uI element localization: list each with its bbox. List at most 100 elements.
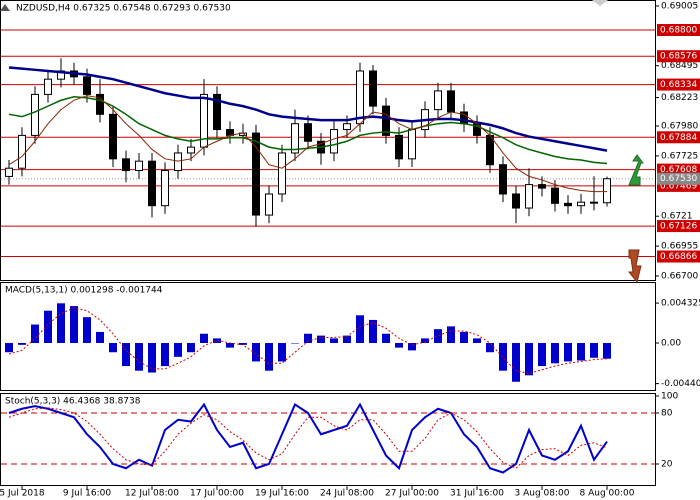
- candle-body: [252, 132, 260, 216]
- moving-average: [8, 95, 607, 193]
- candle-body: [265, 193, 273, 216]
- macd-bar: [369, 319, 377, 343]
- current-price-box: [657, 172, 700, 185]
- y-tick-label: 0.67725: [661, 151, 698, 161]
- moving-average: [8, 66, 608, 152]
- x-tick-label: 19 Jul 16:00: [255, 489, 309, 499]
- macd-bar: [109, 343, 117, 353]
- macd-bar: [447, 326, 455, 343]
- macd-bar: [486, 343, 494, 353]
- level-label-box: [657, 50, 700, 63]
- macd-bar: [525, 343, 533, 376]
- candle-body: [603, 178, 611, 204]
- macd-bar: [538, 343, 546, 367]
- candle-body: [18, 134, 26, 169]
- macd-bar: [187, 343, 195, 353]
- level-label: 0.67469: [660, 181, 697, 191]
- candle-body: [525, 184, 533, 209]
- x-tick-label: 27 Jul 00:00: [385, 489, 439, 499]
- level-label-box: [657, 220, 700, 233]
- x-tick-label: 9 Jul 16:00: [63, 489, 112, 499]
- candle-body: [564, 202, 572, 207]
- macd-bar: [330, 338, 338, 343]
- macd-bar: [499, 343, 507, 371]
- y-tick-label: 0.68223: [661, 93, 698, 103]
- macd-bar: [226, 343, 234, 348]
- macd-bar: [148, 343, 156, 373]
- macd-bar: [304, 333, 312, 343]
- y-tick-label: 100: [661, 392, 678, 402]
- candle-body: [434, 90, 442, 111]
- macd-bar: [291, 343, 299, 344]
- candle-body: [512, 193, 520, 209]
- candle-body: [5, 167, 13, 177]
- corner-icon: [592, 0, 608, 6]
- macd-bar: [44, 310, 52, 343]
- chart-header: NZDUSD,H4 0.67325 0.67548 0.67293 0.6753…: [16, 4, 231, 14]
- candle-body: [447, 90, 455, 113]
- macd-bar: [31, 324, 39, 343]
- candle-body: [83, 76, 91, 95]
- macd-bar: [577, 343, 585, 361]
- level-label: 0.68576: [660, 52, 697, 62]
- down-arrow: [627, 249, 642, 284]
- macd-bar: [343, 335, 351, 343]
- x-tick-label: 24 Jul 08:00: [320, 489, 374, 499]
- candle-body: [408, 129, 416, 160]
- y-tick-label: 0.66955: [661, 242, 698, 252]
- y-tick-label: 0.6721: [661, 212, 693, 222]
- macd-bar: [174, 343, 182, 357]
- candle-body: [31, 93, 39, 136]
- candle-body: [577, 201, 585, 207]
- candle-body: [291, 123, 299, 154]
- macd-bar: [564, 343, 572, 362]
- x-tick-label: 17 Jul 00:00: [190, 489, 244, 499]
- y-tick-label: 0.66700: [661, 271, 698, 281]
- macd-bar: [382, 333, 390, 343]
- macd-bar: [356, 315, 364, 343]
- macd-bar: [122, 343, 130, 367]
- candle-body: [356, 70, 364, 125]
- candle-body: [148, 160, 156, 207]
- level-label: 0.68334: [660, 80, 697, 90]
- macd-bar: [135, 343, 143, 371]
- macd-bar: [421, 338, 429, 343]
- candle-body: [161, 170, 169, 207]
- candle-body: [174, 152, 182, 172]
- y-tick-label: 0.00: [661, 339, 681, 349]
- macd-bar: [395, 343, 403, 348]
- x-tick-label: 8 Aug 00:00: [580, 489, 635, 499]
- level-label-box: [657, 250, 700, 263]
- macd-bar: [265, 343, 273, 371]
- up-arrow: [628, 154, 644, 186]
- candle-body: [590, 201, 598, 204]
- macd-bar: [460, 331, 468, 343]
- candle-body: [499, 164, 507, 195]
- candle-body: [486, 134, 494, 166]
- candle-body: [369, 70, 377, 107]
- macd-bar: [603, 343, 611, 359]
- y-tick-label: 0.004325: [661, 299, 700, 309]
- candle-body: [278, 152, 286, 195]
- macd-bar: [590, 343, 598, 358]
- y-tick-label: -0.00440: [661, 379, 700, 389]
- x-tick-label: 3 Aug 08:00: [515, 489, 570, 499]
- candle-body: [343, 123, 351, 131]
- candle-body: [213, 93, 221, 131]
- macd-bar: [408, 343, 416, 351]
- marks: [1, 29, 655, 474]
- y-tick-label: 20: [661, 460, 673, 470]
- candle-body: [187, 146, 195, 154]
- level-label: 0.67884: [660, 133, 697, 143]
- candle-body: [96, 93, 104, 115]
- macd-bar: [18, 343, 26, 345]
- macd-bar: [161, 343, 169, 367]
- level-label-box: [657, 131, 700, 144]
- macd-panel: [0, 282, 656, 391]
- macd-bar: [5, 343, 13, 353]
- candle-body: [538, 184, 546, 189]
- macd-bar: [512, 343, 520, 382]
- level-label-box: [657, 23, 700, 36]
- candle-body: [551, 187, 559, 204]
